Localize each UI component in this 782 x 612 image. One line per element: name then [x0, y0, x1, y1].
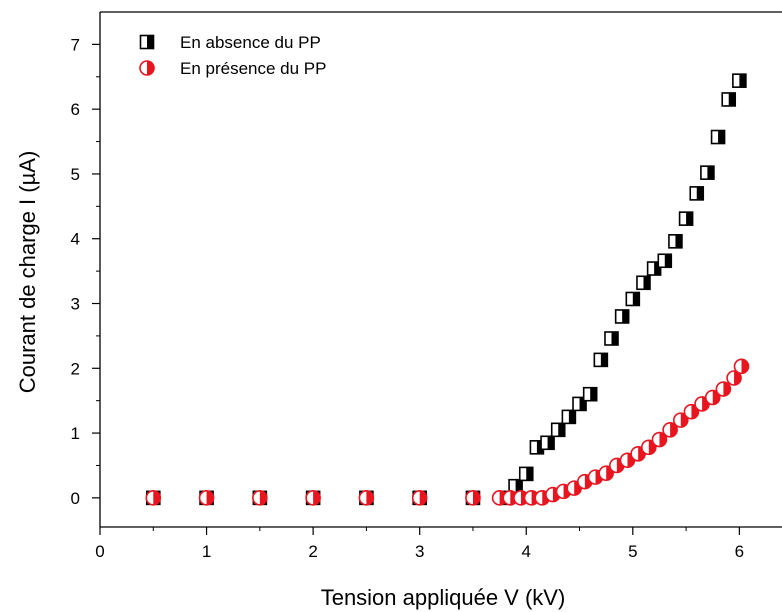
- data-point: [198, 490, 215, 506]
- marker-fill: [259, 490, 267, 505]
- marker-fill: [366, 490, 374, 505]
- data-point: [733, 358, 750, 375]
- data-point: [604, 331, 619, 346]
- data-point: [305, 490, 321, 506]
- x-axis-title: Tension appliquée V (kV): [321, 585, 566, 610]
- data-point: [646, 261, 662, 276]
- series-layer: [145, 73, 750, 506]
- marker-fill: [568, 410, 576, 424]
- marker-fill: [600, 353, 608, 367]
- marker-fill: [739, 74, 746, 88]
- data-point: [625, 291, 641, 307]
- marker-fill: [536, 440, 544, 454]
- marker-fill: [526, 467, 533, 481]
- marker-fill: [622, 309, 629, 323]
- marker-fill: [723, 382, 731, 397]
- y-tick-label: 1: [71, 424, 80, 443]
- data-point: [540, 435, 555, 451]
- y-tick-label: 7: [71, 35, 80, 54]
- data-point: [636, 275, 651, 291]
- marker-fill: [147, 61, 154, 75]
- legend-label: En présence du PP: [180, 59, 326, 78]
- data-point: [582, 386, 598, 402]
- marker-fill: [472, 490, 480, 505]
- marker-fill: [632, 292, 640, 306]
- marker-fill: [686, 212, 693, 226]
- data-point: [358, 490, 375, 506]
- y-tick-label: 3: [71, 295, 80, 314]
- y-axis-title: Courant de charge I (µA): [15, 151, 40, 394]
- data-point: [145, 490, 162, 506]
- marker-fill: [558, 423, 565, 437]
- data-point: [411, 490, 428, 506]
- x-tick-label: 4: [522, 542, 531, 561]
- y-tick-label: 2: [71, 359, 80, 378]
- y-tick-label: 5: [71, 165, 80, 184]
- marker-fill: [654, 262, 661, 276]
- data-point: [614, 309, 630, 324]
- marker-fill: [707, 166, 714, 180]
- legend-marker: [139, 60, 155, 76]
- data-point: [651, 431, 668, 448]
- marker-fill: [734, 371, 742, 386]
- series-2: [145, 358, 750, 506]
- marker-fill: [741, 359, 749, 374]
- data-point: [657, 253, 673, 269]
- data-point: [683, 403, 700, 420]
- data-point: [721, 92, 737, 107]
- y-tick-label: 0: [71, 489, 80, 508]
- data-point: [561, 409, 577, 425]
- marker-fill: [611, 331, 618, 345]
- marker-fill: [728, 92, 736, 106]
- x-tick-label: 5: [628, 542, 637, 561]
- marker-fill: [664, 254, 672, 268]
- data-point: [662, 422, 678, 438]
- marker-fill: [670, 422, 678, 437]
- legend: En absence du PP En présence du PP: [139, 33, 326, 78]
- marker-fill: [147, 35, 154, 49]
- marker-fill: [718, 130, 725, 144]
- x-tick-label: 2: [308, 542, 317, 561]
- marker-fill: [313, 490, 321, 505]
- x-tick-label: 1: [202, 542, 211, 561]
- legend-label: En absence du PP: [180, 33, 321, 52]
- marker-fill: [696, 186, 704, 200]
- data-point: [550, 422, 566, 438]
- data-point: [715, 381, 732, 397]
- axes: 0 1 2 3 4 5 6 0 1 2 3 4 5 6 7: [71, 11, 782, 561]
- marker-fill: [590, 387, 597, 401]
- data-point: [572, 396, 587, 412]
- marker-fill: [643, 276, 650, 290]
- legend-marker: [139, 34, 155, 50]
- marker-fill: [515, 479, 523, 493]
- data-point: [700, 165, 715, 180]
- data-point: [710, 129, 726, 145]
- marker-fill: [579, 397, 587, 411]
- marker-fill: [675, 234, 682, 248]
- marker-fill: [547, 436, 555, 450]
- data-point: [518, 466, 534, 482]
- data-point: [593, 352, 609, 368]
- data-point: [465, 490, 481, 506]
- marker-fill: [206, 490, 214, 505]
- y-tick-label: 6: [71, 100, 80, 119]
- marker-fill: [659, 432, 667, 447]
- data-point: [689, 186, 705, 201]
- x-tick-label: 0: [95, 542, 104, 561]
- marker-fill: [153, 490, 161, 505]
- y-tick-label: 4: [71, 230, 80, 249]
- data-point: [252, 490, 268, 506]
- x-tick-label: 6: [735, 542, 744, 561]
- data-point: [668, 234, 683, 249]
- data-point: [726, 370, 742, 386]
- data-point: [732, 73, 747, 88]
- marker-fill: [419, 490, 427, 505]
- data-point: [678, 211, 694, 226]
- x-tick-label: 3: [415, 542, 424, 561]
